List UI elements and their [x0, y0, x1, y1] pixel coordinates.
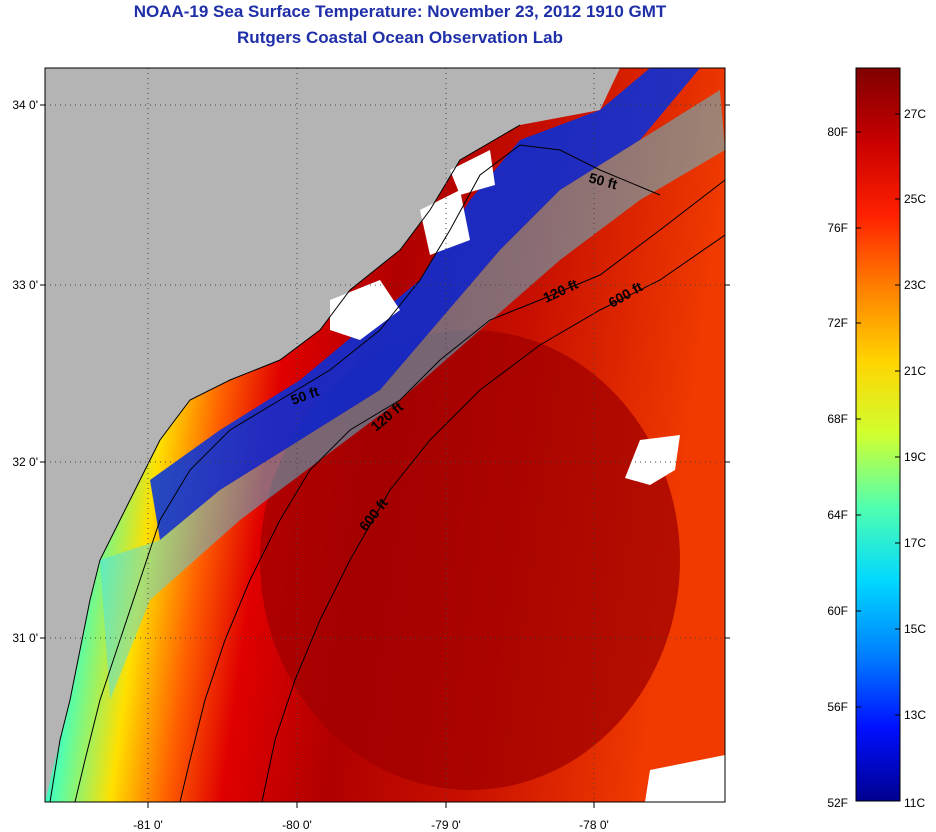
colorbar-label-c: 15C: [904, 622, 927, 636]
contour-600ft: [261, 234, 725, 802]
colorbar-label-f: 68F: [827, 412, 848, 426]
colorbar-label-c: 19C: [904, 450, 927, 464]
colorbar-label-c: 27C: [904, 107, 927, 121]
lat-label: 31 0': [12, 631, 38, 645]
lon-label: -80 0': [282, 818, 312, 832]
title-line-2: Rutgers Coastal Ocean Observation Lab: [237, 28, 563, 47]
lat-lon-grid: [45, 68, 725, 802]
colorbar-label-c: 21C: [904, 364, 927, 378]
cyan-transition: [100, 90, 725, 700]
colorbar-label-c: 11C: [904, 796, 926, 810]
colorbar-label-c: 17C: [904, 536, 927, 550]
colorbar-label-c: 13C: [904, 708, 927, 722]
contour-50ft: [74, 144, 661, 802]
colorbar-label-f: 56F: [827, 700, 848, 714]
lon-label: -78 0': [579, 818, 609, 832]
coastline: [49, 124, 521, 802]
colorbar-label-c: 25C: [904, 192, 927, 206]
colorbar-label-c: 23C: [904, 278, 927, 292]
colorbar-label-f: 76F: [827, 221, 848, 235]
colorbar-label-f: 64F: [827, 508, 848, 522]
colorbar: [855, 67, 901, 802]
warm-core: [260, 330, 680, 790]
colorbar-label-f: 72F: [827, 316, 848, 330]
cloud-patch: [645, 755, 725, 802]
lat-label: 32 0': [12, 455, 38, 469]
cloud-patch: [330, 280, 400, 340]
axis-ticks: [40, 104, 730, 808]
lon-label: -79 0': [431, 818, 461, 832]
cold-coastal-band: [150, 68, 700, 540]
colorbar-ticks: [856, 113, 900, 716]
contour-label: 50 ft: [587, 169, 619, 192]
land-mass: [45, 68, 620, 802]
cloud-patch: [625, 435, 680, 485]
lat-label: 33 0': [12, 278, 38, 292]
colorbar-label-f: 80F: [827, 125, 848, 139]
lon-label: -81 0': [133, 818, 163, 832]
contour-120ft: [179, 179, 725, 802]
colorbar-label-f: 60F: [827, 604, 848, 618]
title-line-1: NOAA-19 Sea Surface Temperature: Novembe…: [133, 2, 667, 21]
colorbar-label-f: 52F: [827, 796, 848, 810]
lat-label: 34 0': [12, 98, 38, 112]
map-frame: [44, 67, 726, 803]
cloud-patch: [450, 150, 495, 195]
